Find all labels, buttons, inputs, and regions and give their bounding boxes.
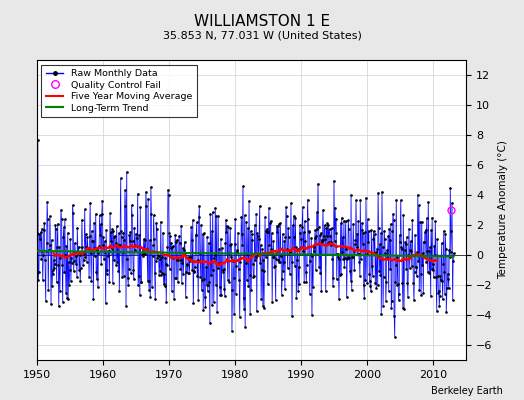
Title: 35.853 N, 77.031 W (United States): 35.853 N, 77.031 W (United States) (0, 399, 1, 400)
Legend: Raw Monthly Data, Quality Control Fail, Five Year Moving Average, Long-Term Tren: Raw Monthly Data, Quality Control Fail, … (41, 65, 197, 117)
Text: Berkeley Earth: Berkeley Earth (431, 386, 503, 396)
Y-axis label: Temperature Anomaly (°C): Temperature Anomaly (°C) (498, 140, 508, 280)
Text: 35.853 N, 77.031 W (United States): 35.853 N, 77.031 W (United States) (162, 30, 362, 40)
Text: WILLIAMSTON 1 E: WILLIAMSTON 1 E (194, 14, 330, 29)
